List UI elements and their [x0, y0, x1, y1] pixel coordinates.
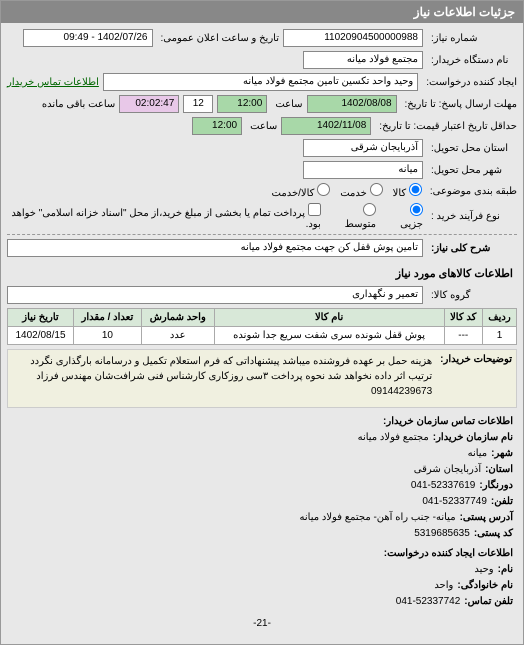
process-radios: جزیی متوسط پرداخت تمام یا بخشی از مبلغ خ…: [7, 203, 423, 230]
table-row: 1 --- پوش قفل شونده سری شفت سریع جدا شون…: [8, 327, 517, 345]
valid-label: حداقل تاریخ اعتبار قیمت: تا تاریخ:: [375, 121, 517, 132]
details-panel: جزئیات اطلاعات نیاز شماره نیاز: 11020904…: [0, 0, 524, 645]
cell-date: 1402/08/15: [8, 327, 74, 345]
radio-service[interactable]: خدمت: [340, 183, 382, 199]
separator: [7, 234, 517, 235]
cell-idx: 1: [483, 327, 517, 345]
clast-label: نام خانوادگی:: [457, 578, 513, 594]
remain-label: ساعت باقی مانده: [38, 99, 115, 110]
page-number: -21-: [11, 616, 513, 632]
cell-unit: عدد: [141, 327, 214, 345]
radio-mid[interactable]: متوسط: [331, 203, 376, 230]
post-label: کد پستی:: [474, 526, 513, 542]
col-name: نام کالا: [214, 309, 444, 327]
creator-heading: اطلاعات ایجاد کننده درخواست:: [384, 546, 513, 562]
classify-radios: کالا خدمت کالا/خدمت: [272, 183, 422, 199]
org-value: مجتمع فولاد میانه: [358, 430, 429, 446]
contact-heading: اطلاعات تماس سازمان خریدار:: [383, 414, 513, 430]
city-field: میانه: [303, 161, 423, 179]
province-field: آذربایجان شرقی: [303, 139, 423, 157]
cphone-value: 041-52337742: [396, 594, 461, 610]
cell-code: ---: [444, 327, 483, 345]
radio-goods[interactable]: کالا: [393, 183, 422, 199]
need-title: تامین پوش قفل کن جهت مجتمع فولاد میانه: [7, 239, 423, 257]
creator-label: ایجاد کننده درخواست:: [422, 77, 517, 88]
fax-value: 041-52337619: [411, 478, 476, 494]
valid-hour-label: ساعت: [246, 121, 277, 132]
group-field: تعمیر و نگهداری: [7, 286, 423, 304]
reqno-label: شماره نیاز:: [427, 33, 517, 44]
col-date: تاریخ نیاز: [8, 309, 74, 327]
table-header-row: ردیف کد کالا نام کالا واحد شمارش تعداد /…: [8, 309, 517, 327]
contact-block: اطلاعات تماس سازمان خریدار: نام سازمان خ…: [7, 408, 517, 638]
items-table: ردیف کد کالا نام کالا واحد شمارش تعداد /…: [7, 308, 517, 345]
phone-label: تلفن:: [491, 494, 513, 510]
post-value: 5319685635: [414, 526, 470, 542]
addr-value: میانه- جنب راه آهن- مجتمع فولاد میانه: [300, 510, 456, 526]
resp-hour: 12:00: [217, 95, 267, 113]
remain-time: 02:02:47: [119, 95, 179, 113]
resp-label: مهلت ارسال پاسخ: تا تاریخ:: [401, 99, 517, 110]
city-label: شهر محل تحویل:: [427, 165, 517, 176]
col-unit: واحد شمارش: [141, 309, 214, 327]
group-label: گروه کالا:: [427, 290, 517, 301]
panel-title: جزئیات اطلاعات نیاز: [1, 1, 523, 23]
process-label: نوع فرآیند خرید :: [427, 211, 517, 222]
buyer-contact-link[interactable]: اطلاعات تماس خریدار: [7, 77, 99, 88]
radio-small[interactable]: جزیی: [386, 203, 423, 230]
cell-name: پوش قفل شونده سری شفت سریع جدا شونده: [214, 327, 444, 345]
need-title-label: شرح کلی نیاز:: [427, 243, 517, 254]
fax-label: دورنگار:: [479, 478, 513, 494]
creator-field: وحید واحد تکسین تامین مجتمع فولاد میانه: [103, 73, 418, 91]
cphone-label: تلفن تماس:: [464, 594, 513, 610]
valid-date: 1402/11/08: [281, 117, 371, 135]
col-qty: تعداد / مقدار: [73, 309, 141, 327]
cell-qty: 10: [73, 327, 141, 345]
valid-hour: 12:00: [192, 117, 242, 135]
items-heading: اطلاعات کالاهای مورد نیاز: [7, 261, 517, 286]
pubdate-field: 1402/07/26 - 09:49: [23, 29, 153, 47]
ccity-label: شهر:: [491, 446, 513, 462]
form-body: شماره نیاز: 11020904500000988 تاریخ و سا…: [1, 23, 523, 644]
buyer-label: نام دستگاه خریدار:: [427, 55, 517, 66]
resp-hour-label: ساعت: [271, 99, 302, 110]
remain-days: 12: [183, 95, 213, 113]
radio-both[interactable]: کالا/خدمت: [272, 183, 331, 199]
reqno-field: 11020904500000988: [283, 29, 423, 47]
buyer-field: مجتمع فولاد میانه: [303, 51, 423, 69]
cprov-label: استان:: [485, 462, 513, 478]
addr-label: آدرس پستی:: [460, 510, 513, 526]
org-label: نام سازمان خریدار:: [433, 430, 513, 446]
province-label: استان محل تحویل:: [427, 143, 517, 154]
pubdate-label: تاریخ و ساعت اعلان عمومی:: [157, 33, 280, 44]
classify-label: طبقه بندی موضوعی:: [426, 186, 517, 197]
ccity-value: میانه: [468, 446, 488, 462]
cprov-value: آذربایجان شرقی: [414, 462, 481, 478]
notes-label: توضیحات خریدار:: [436, 354, 512, 365]
notes-box: توضیحات خریدار: هزینه حمل بر عهده فروشند…: [7, 349, 517, 408]
resp-date: 1402/08/08: [307, 95, 397, 113]
clast-value: واحد: [434, 578, 453, 594]
col-code: کد کالا: [444, 309, 483, 327]
notes-text: هزینه حمل بر عهده فروشنده میباشد پیشنهاد…: [12, 354, 432, 399]
col-row: ردیف: [483, 309, 517, 327]
check-treasury[interactable]: پرداخت تمام یا بخشی از مبلغ خرید،از محل …: [7, 203, 321, 230]
phone-value: 041-52337749: [422, 494, 487, 510]
